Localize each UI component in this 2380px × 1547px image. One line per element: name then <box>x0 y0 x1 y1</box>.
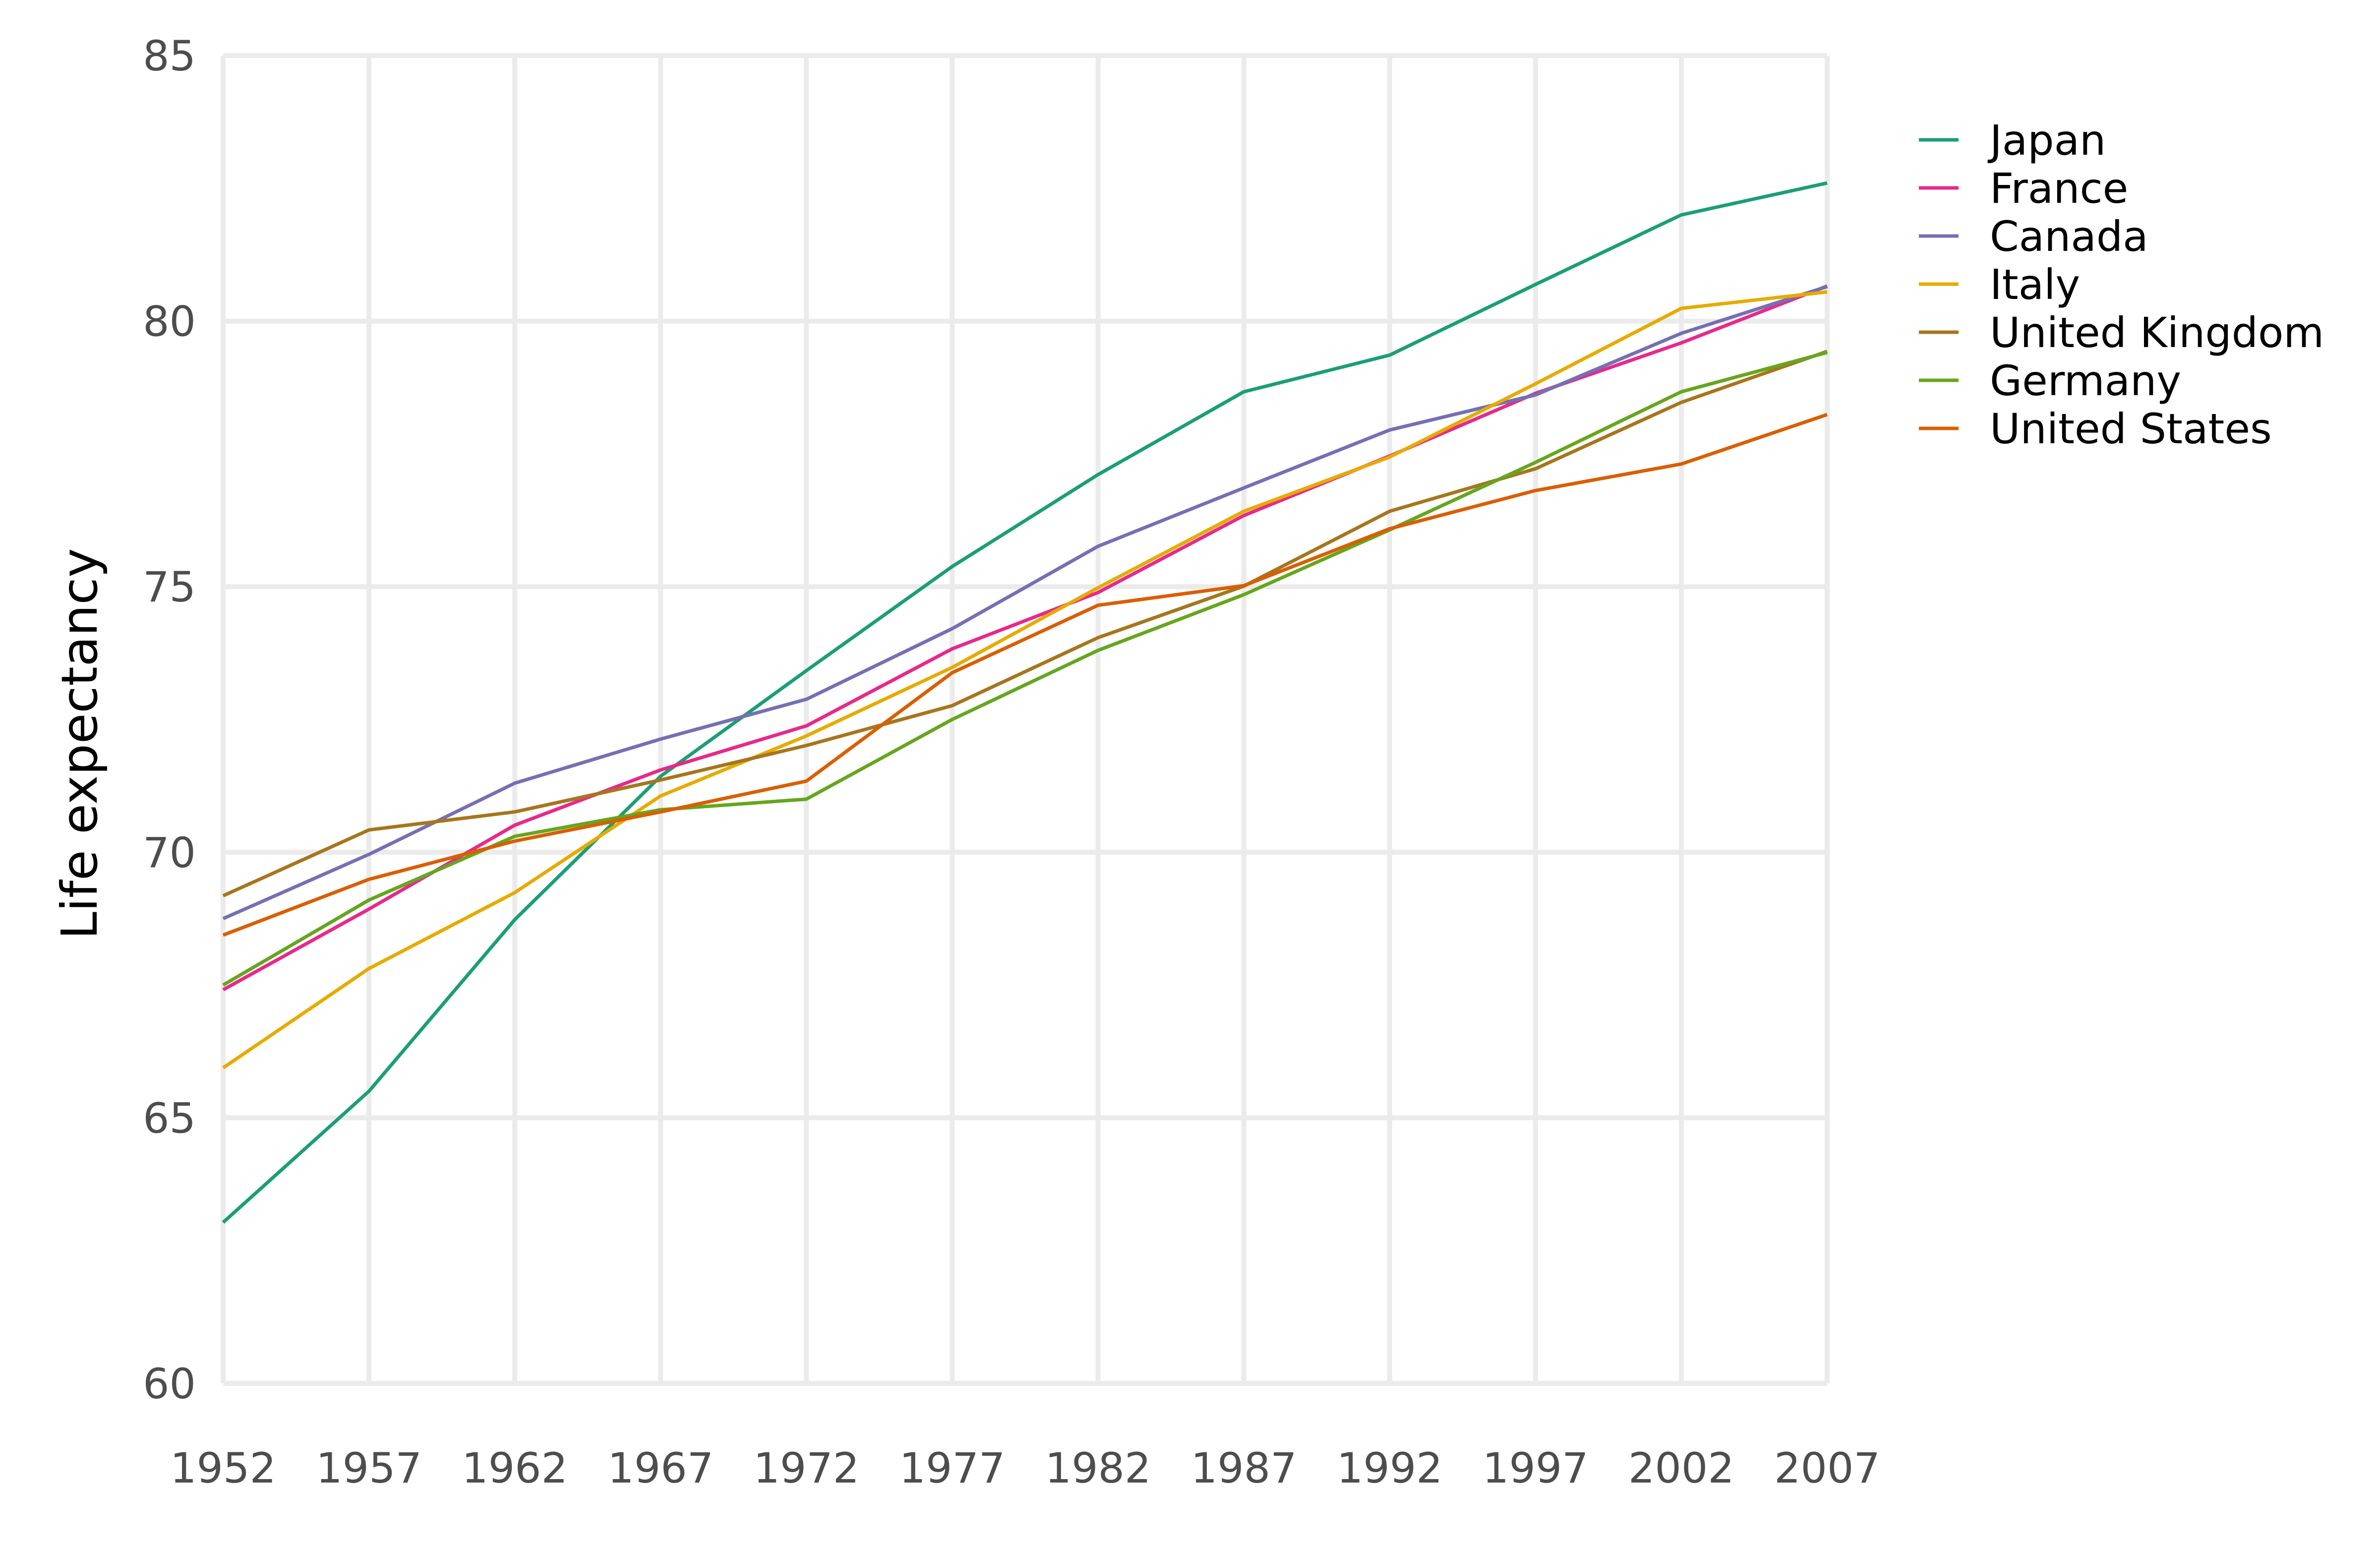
y-tick-label: 75 <box>143 563 196 611</box>
series-line-canada <box>222 285 1828 920</box>
x-tick-label: 2007 <box>1774 1444 1880 1492</box>
legend-item-france: France <box>1919 164 2128 213</box>
legend-label: United States <box>1990 405 2272 453</box>
legend-label: Japan <box>1987 116 2106 165</box>
y-tick-label: 70 <box>143 829 196 877</box>
y-tick-label: 80 <box>143 298 196 346</box>
y-axis-ticks: 60 65 70 75 80 85 <box>143 32 196 1408</box>
x-tick-label: 1992 <box>1337 1444 1443 1492</box>
y-axis-title: Life expectancy <box>51 548 109 940</box>
legend-item-japan: Japan <box>1919 116 2106 165</box>
x-tick-label: 2002 <box>1628 1444 1734 1492</box>
x-tick-label: 1972 <box>753 1444 859 1492</box>
grid <box>221 53 1830 1386</box>
x-axis-ticks: 1952 1957 1962 1967 1972 1977 1982 1987 1992 1997… <box>170 1444 1880 1492</box>
legend-item-italy: Italy <box>1919 260 2080 309</box>
x-tick-label: 1997 <box>1483 1444 1589 1492</box>
x-tick-label: 1957 <box>316 1444 422 1492</box>
x-tick-label: 1952 <box>170 1444 276 1492</box>
legend-label: France <box>1990 164 2128 213</box>
y-tick-label: 85 <box>143 32 196 80</box>
y-tick-label: 60 <box>143 1360 196 1408</box>
x-tick-label: 1967 <box>607 1444 714 1492</box>
legend-label: United Kingdom <box>1990 308 2324 357</box>
series-line-united-kingdom <box>222 350 1828 897</box>
legend-label: Italy <box>1990 260 2080 309</box>
series-line-japan <box>222 181 1828 1224</box>
legend-item-germany: Germany <box>1919 357 2181 405</box>
x-tick-label: 1962 <box>462 1444 568 1492</box>
y-tick-label: 65 <box>143 1094 196 1142</box>
series-lines <box>222 181 1828 1224</box>
legend-item-united-states: United States <box>1919 405 2272 453</box>
x-tick-label: 1977 <box>899 1444 1006 1492</box>
legend-label: Germany <box>1990 357 2181 405</box>
legend-label: Canada <box>1990 212 2148 261</box>
x-tick-label: 1982 <box>1045 1444 1151 1492</box>
series-line-united-states <box>222 413 1828 937</box>
legend-item-united-kingdom: United Kingdom <box>1919 308 2324 357</box>
legend-item-canada: Canada <box>1919 212 2148 261</box>
x-tick-label: 1987 <box>1191 1444 1297 1492</box>
series-line-italy <box>222 290 1828 1070</box>
